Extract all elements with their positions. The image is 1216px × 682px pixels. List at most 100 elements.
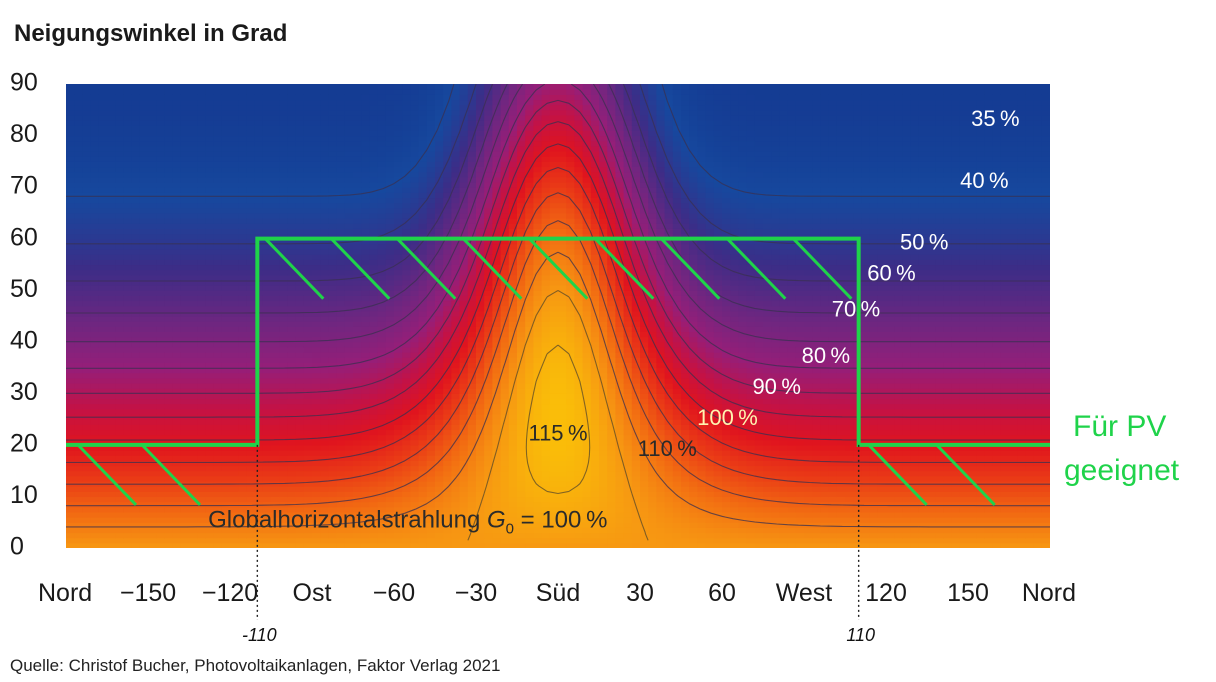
heatmap-cell	[500, 470, 510, 477]
heatmap-cell	[476, 346, 485, 353]
heatmap-cell	[426, 99, 436, 106]
heatmap-cell	[435, 393, 444, 400]
heatmap-cell	[426, 352, 436, 358]
heatmap-cell	[254, 444, 264, 451]
heatmap-cell	[295, 310, 305, 317]
heatmap-cell	[172, 393, 182, 400]
heatmap-cell	[254, 470, 264, 477]
heatmap-cell	[385, 120, 395, 126]
heatmap-cell	[435, 120, 444, 126]
heatmap-cell	[82, 130, 92, 137]
heatmap-cell	[205, 424, 215, 431]
heatmap-cell	[287, 321, 297, 327]
heatmap-cell	[344, 274, 354, 281]
heatmap-cell	[459, 109, 469, 116]
heatmap-cell	[484, 145, 493, 152]
heatmap-cell	[443, 109, 452, 116]
heatmap-cell	[172, 439, 182, 446]
heatmap-cell	[221, 310, 231, 317]
heatmap-cell	[369, 171, 379, 178]
heatmap-cell	[336, 537, 346, 544]
heatmap-cell	[344, 501, 354, 508]
heatmap-cell	[394, 321, 403, 327]
heatmap-cell	[476, 367, 485, 374]
heatmap-cell	[205, 290, 215, 296]
heatmap-cell	[353, 470, 362, 477]
heatmap-cell	[312, 228, 321, 235]
heatmap-cell	[213, 254, 223, 260]
heatmap-cell	[492, 202, 502, 209]
heatmap-cell	[361, 151, 370, 157]
heatmap-cell	[410, 419, 420, 425]
heatmap-cell	[508, 197, 518, 204]
heatmap-cell	[476, 89, 485, 95]
heatmap-cell	[156, 527, 165, 534]
heatmap-cell	[394, 501, 403, 508]
heatmap-cell	[262, 104, 272, 111]
heatmap-cell	[476, 408, 485, 415]
heatmap-cell	[180, 125, 190, 131]
heatmap-cell	[197, 254, 206, 260]
heatmap-cell	[361, 290, 370, 296]
heatmap-cell	[500, 145, 510, 152]
heatmap-cell	[131, 151, 141, 157]
heatmap-cell	[492, 465, 502, 472]
heatmap-cell	[189, 254, 198, 260]
heatmap-cell	[303, 331, 313, 338]
heatmap-cell	[74, 197, 83, 204]
heatmap-cell	[451, 398, 461, 405]
heatmap-cell	[279, 506, 288, 513]
heatmap-cell	[385, 501, 395, 508]
heatmap-cell	[476, 321, 485, 327]
heatmap-cell	[312, 491, 321, 498]
heatmap-cell	[402, 114, 411, 121]
heatmap-cell	[328, 264, 338, 271]
heatmap-cell	[197, 151, 206, 157]
heatmap-cell	[213, 372, 223, 379]
heatmap-cell	[320, 372, 329, 379]
heatmap-cell	[476, 372, 485, 379]
heatmap-cell	[394, 465, 403, 472]
heatmap-cell	[426, 109, 436, 116]
heatmap-cell	[131, 202, 141, 209]
heatmap-cell	[435, 398, 444, 405]
heatmap-cell	[238, 450, 247, 456]
heatmap-cell	[344, 491, 354, 498]
heatmap-cell	[82, 223, 92, 229]
heatmap-cell	[66, 501, 75, 508]
heatmap-cell	[139, 218, 149, 224]
heatmap-cell	[508, 171, 518, 178]
heatmap-cell	[426, 455, 436, 461]
heatmap-cell	[148, 151, 157, 157]
heatmap-cell	[467, 212, 477, 219]
heatmap-cell	[320, 357, 329, 363]
heatmap-cell	[180, 372, 190, 379]
heatmap-cell	[426, 274, 436, 281]
heatmap-cell	[213, 331, 223, 338]
heatmap-cell	[320, 104, 329, 111]
heatmap-cell	[156, 89, 165, 95]
heatmap-cell	[508, 279, 518, 286]
heatmap-cell	[394, 89, 403, 95]
heatmap-cell	[369, 94, 379, 101]
heatmap-cell	[172, 383, 182, 389]
heatmap-cell	[115, 346, 124, 353]
heatmap-cell	[148, 326, 157, 333]
heatmap-cell	[98, 506, 108, 513]
heatmap-cell	[336, 300, 346, 307]
heatmap-cell	[353, 388, 362, 394]
heatmap-cell	[467, 197, 477, 204]
heatmap-cell	[238, 398, 247, 405]
heatmap-cell	[418, 171, 428, 178]
heatmap-cell	[156, 470, 165, 477]
heatmap-cell	[418, 218, 428, 224]
heatmap-cell	[295, 187, 305, 193]
heatmap-cell	[238, 393, 247, 400]
heatmap-cell	[467, 202, 477, 209]
heatmap-cell	[90, 372, 100, 379]
heatmap-cell	[156, 522, 165, 528]
heatmap-cell	[90, 238, 100, 245]
heatmap-cell	[328, 197, 338, 204]
heatmap-cell	[484, 460, 493, 467]
heatmap-cell	[328, 527, 338, 534]
